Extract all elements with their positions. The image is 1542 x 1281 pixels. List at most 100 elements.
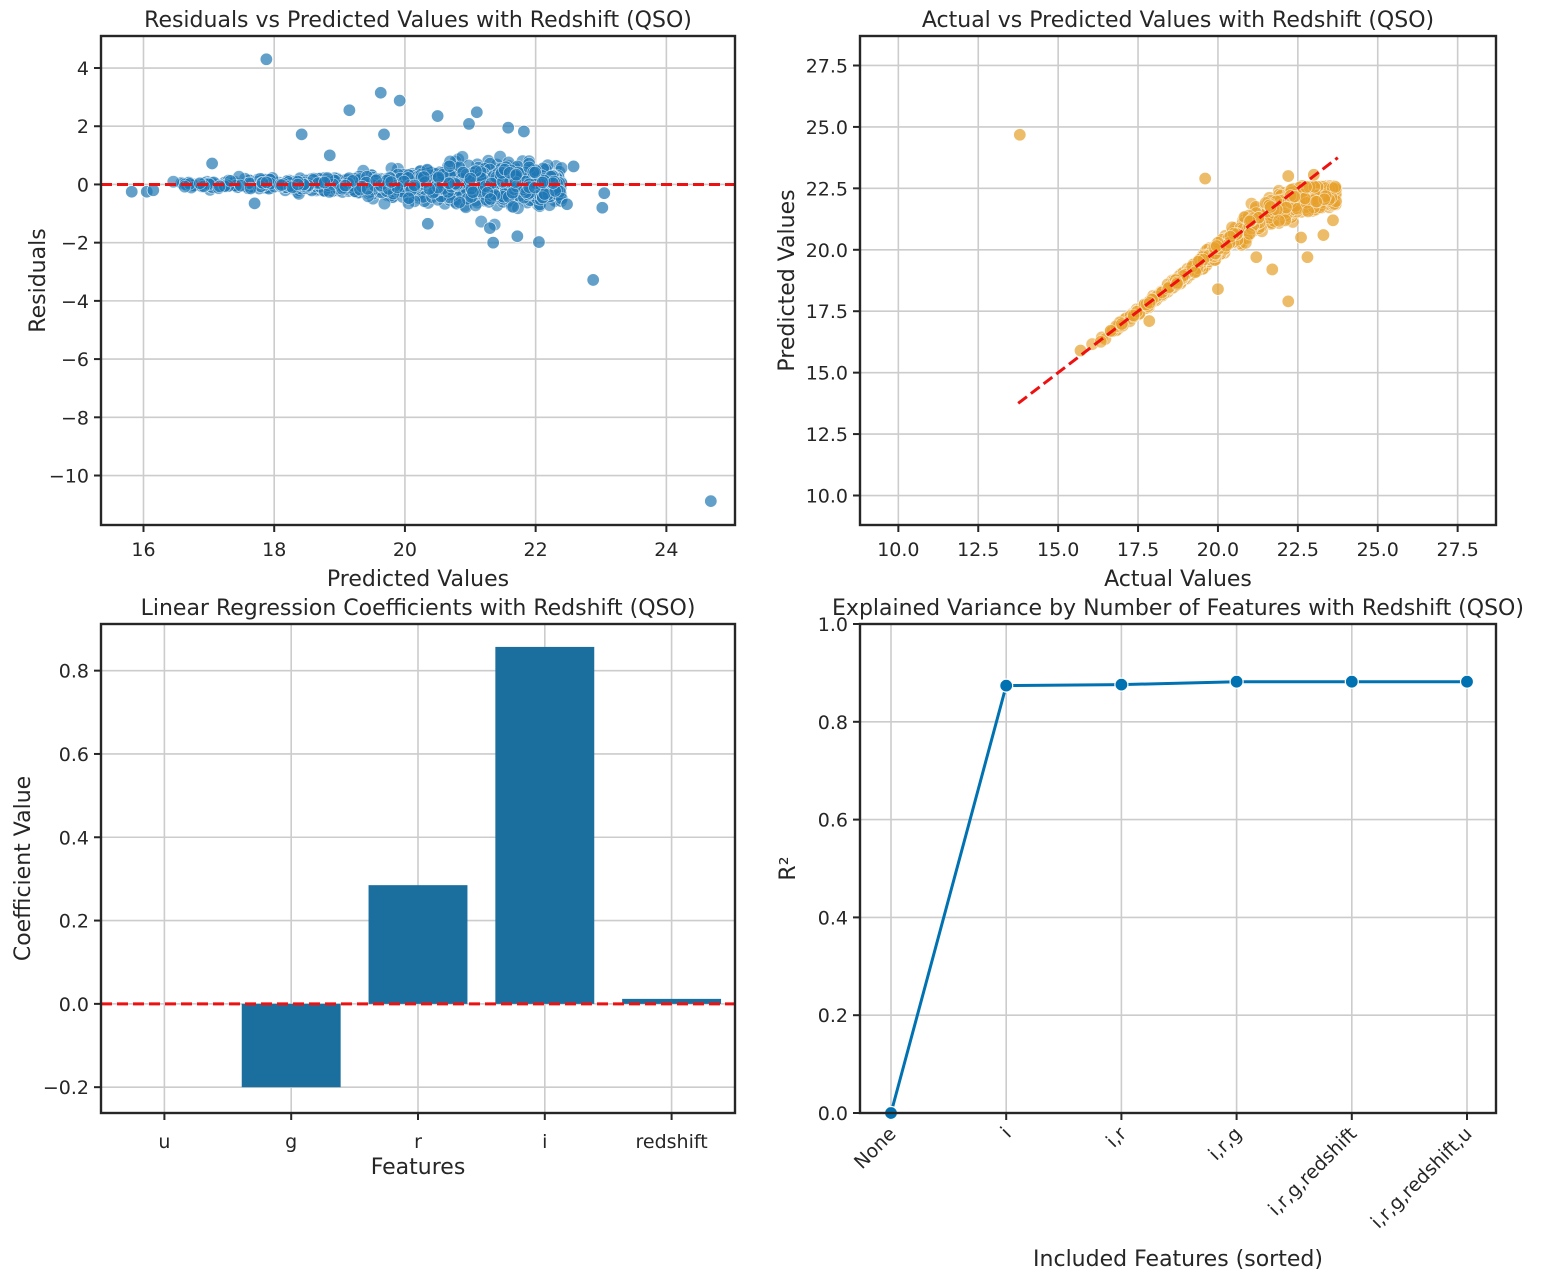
x-axis-label-2: Features [371, 1155, 466, 1180]
y-tick-label-2: 0.8 [59, 661, 89, 683]
residual-point [483, 221, 497, 235]
chart-title-0: Residuals vs Predicted Values with Redsh… [144, 8, 692, 33]
y-tick-label-0: 4 [77, 58, 89, 80]
residual-points [125, 52, 718, 508]
r2-marker-5 [1459, 674, 1475, 689]
coefficient-bar-redshift [622, 998, 722, 1004]
y-tick-label-2: 0.6 [59, 744, 89, 766]
residual-point [377, 197, 391, 211]
coefficient-bar-g [241, 1003, 341, 1088]
residual-point [486, 236, 500, 250]
x-tick-label-3: i,r,g,redshift,u [1367, 1123, 1477, 1233]
y-axis-label-0: Residuals [26, 228, 51, 332]
x-axis-label-0: Predicted Values [327, 567, 509, 592]
x-tick-label-3: i [996, 1123, 1015, 1142]
y-tick-label-0: −4 [61, 291, 89, 313]
r2-marker-2 [1114, 677, 1129, 692]
prediction-point [1309, 195, 1323, 209]
residual-point [213, 179, 227, 193]
residual-point [466, 185, 480, 199]
prediction-point [1211, 282, 1225, 296]
residual-point [567, 159, 581, 173]
prediction-point [1326, 213, 1340, 227]
x-tick-label-3: None [850, 1123, 901, 1174]
y-tick-label-2: 0.0 [59, 994, 89, 1016]
y-tick-label-2: −0.2 [43, 1077, 89, 1099]
residual-point [432, 170, 446, 184]
coefficient-bar-i [495, 646, 595, 1004]
residual-point [528, 165, 542, 179]
x-tick-label-0: 18 [262, 539, 286, 561]
residual-point [452, 195, 466, 209]
residual-point [474, 215, 488, 229]
y-tick-label-3: 0.8 [818, 712, 848, 734]
prediction-points [1013, 128, 1343, 358]
residual-point [374, 86, 388, 100]
y-tick-label-2: 0.2 [59, 911, 89, 933]
y-tick-label-1: 10.0 [806, 486, 848, 508]
x-tick-label-1: 15.0 [1037, 539, 1079, 561]
y-tick-label-3: 0.0 [818, 1103, 848, 1125]
residual-point [377, 127, 391, 141]
residual-point [178, 180, 192, 194]
x-tick-label-1: 22.5 [1277, 539, 1319, 561]
residual-point [586, 273, 600, 287]
residual-point [393, 94, 407, 108]
residual-point [470, 105, 484, 119]
coefficients-chart: −0.2 0.0 0.2 0.4 0.6 0.8 u g r i redshift Linear Re… [11, 596, 737, 1180]
y-tick-label-0: 0 [77, 174, 89, 196]
prediction-point [1142, 314, 1156, 328]
prediction-point [1249, 250, 1263, 264]
residual-point [205, 156, 219, 170]
chart-title-3: Explained Variance by Number of Features… [832, 596, 1524, 621]
y-tick-label-0: −10 [49, 466, 89, 488]
y-axis-label-2: Coefficient Value [11, 776, 36, 961]
residual-point [536, 175, 550, 189]
prediction-point [1265, 262, 1279, 276]
prediction-point [1288, 190, 1302, 204]
y-tick-label-3: 0.2 [818, 1005, 848, 1027]
x-axis-label-3: Included Features (sorted) [1033, 1247, 1323, 1272]
residual-point [384, 175, 398, 189]
prediction-point [1301, 204, 1315, 218]
plot-frame-0 [99, 34, 737, 527]
residual-point [402, 191, 416, 205]
y-tick-label-2: 0.4 [59, 827, 89, 849]
x-tick-label-2: i [542, 1131, 547, 1153]
prediction-point [1294, 230, 1308, 244]
y-axis-label-3: R² [776, 856, 801, 880]
identity-reference-line [1017, 156, 1339, 405]
x-tick-label-2: u [158, 1131, 170, 1153]
x-tick-label-0: 22 [524, 539, 548, 561]
x-tick-label-1: 17.5 [1117, 539, 1159, 561]
residual-point [597, 186, 611, 200]
r2-marker-1 [999, 678, 1014, 693]
residual-point [517, 124, 531, 138]
prediction-point [1281, 294, 1295, 308]
residual-point [125, 185, 139, 199]
x-tick-label-2: redshift [636, 1131, 708, 1153]
x-tick-label-0: 20 [393, 539, 417, 561]
residual-point [442, 159, 456, 173]
residual-point [323, 148, 337, 162]
x-axis-label-1: Actual Values [1104, 567, 1252, 592]
actual-vs-predicted-chart: 10.0 12.5 15.0 17.5 20.0 22.5 25.0 27.5 10.0 12.5… [775, 8, 1498, 592]
y-axis-label-1: Predicted Values [775, 189, 800, 371]
residual-point [342, 103, 356, 117]
y-tick-label-1: 22.5 [806, 178, 848, 200]
x-tick-label-0: 24 [654, 539, 678, 561]
residual-point [501, 121, 515, 135]
residual-point [483, 192, 497, 206]
residual-point [417, 170, 431, 184]
r2-line [889, 680, 1467, 1114]
residual-point [509, 168, 523, 182]
residual-point [317, 176, 331, 190]
residual-point [166, 175, 180, 189]
residual-point [506, 200, 520, 214]
plot-frame-2 [99, 622, 737, 1115]
x-tick-label-1: 25.0 [1357, 539, 1399, 561]
plot-frame-3 [858, 622, 1498, 1115]
x-tick-label-3: i,r [1102, 1123, 1131, 1152]
